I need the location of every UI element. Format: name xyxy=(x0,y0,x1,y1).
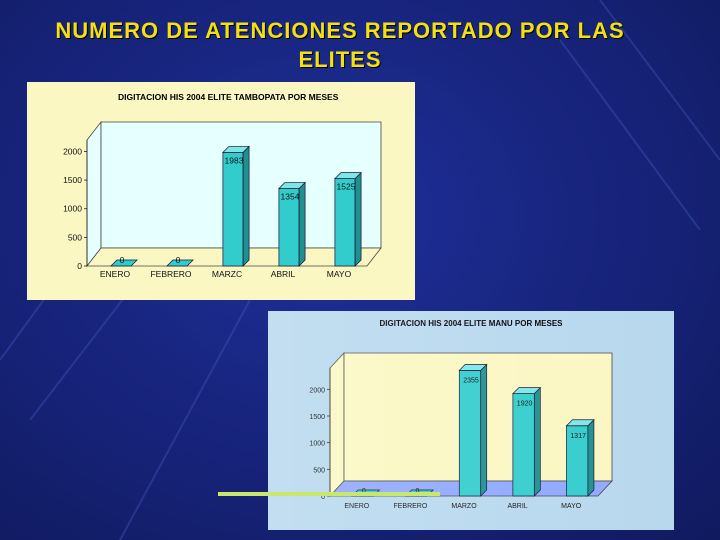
bar-side xyxy=(480,363,488,497)
y-tick-label: 0 xyxy=(77,261,82,271)
bg-line xyxy=(599,0,720,161)
data-label: 1317 xyxy=(570,433,586,440)
bar-top xyxy=(222,146,250,153)
bg-line xyxy=(559,39,701,231)
y-tick-label: 500 xyxy=(313,467,325,474)
data-label: 1983 xyxy=(225,155,244,165)
x-tick-label: MARZO xyxy=(451,503,477,510)
bar xyxy=(458,363,488,497)
accent-line xyxy=(218,492,440,496)
bar-side xyxy=(587,418,595,497)
data-label: 2355 xyxy=(463,377,479,384)
bg-line xyxy=(29,289,131,421)
bar-face xyxy=(458,370,482,497)
bar-top xyxy=(458,364,488,371)
bar xyxy=(334,171,362,267)
y-tick-label: 1000 xyxy=(63,204,82,214)
x-tick-label: ENERO xyxy=(100,269,131,279)
data-label: 0 xyxy=(176,255,181,265)
bar-face xyxy=(512,393,535,497)
chart-title: DIGITACION HIS 2004 ELITE TAMBOPATA POR … xyxy=(118,92,339,102)
chart-title: DIGITACION HIS 2004 ELITE MANU POR MESES xyxy=(380,319,564,328)
bar xyxy=(166,259,194,267)
y-tick-label: 0 xyxy=(321,494,325,501)
bar-face xyxy=(334,178,356,267)
y-tick-label: 500 xyxy=(68,232,82,242)
x-tick-label: MAYO xyxy=(561,503,582,510)
chart-manu: DIGITACION HIS 2004 ELITE MANU POR MESES… xyxy=(309,319,613,510)
bar xyxy=(110,259,138,267)
x-tick-label: MAYO xyxy=(327,269,352,279)
bar-top xyxy=(565,419,595,427)
x-tick-label: ENERO xyxy=(344,503,369,510)
data-label: 0 xyxy=(120,255,125,265)
bar-side xyxy=(354,171,362,267)
x-tick-label: MARZC xyxy=(212,269,242,279)
bar xyxy=(222,145,250,267)
x-tick-label: ABRIL xyxy=(271,269,296,279)
bar-top xyxy=(334,172,362,180)
bar xyxy=(565,418,595,497)
bar-top xyxy=(110,259,138,267)
bar xyxy=(512,386,542,497)
bar-top xyxy=(278,182,306,189)
data-label: 1354 xyxy=(281,191,300,201)
slide-title: NUMERO DE ATENCIONES REPORTADO POR LAS E… xyxy=(55,18,625,72)
bar-side xyxy=(298,181,306,267)
y-tick-label: 1000 xyxy=(309,441,325,448)
bar-side xyxy=(533,386,541,497)
data-label: 1525 xyxy=(337,182,356,192)
plot-side-wall xyxy=(329,351,345,498)
bar-face xyxy=(222,152,244,267)
chart-panel-tambopata: DIGITACION HIS 2004 ELITE TAMBOPATA POR … xyxy=(27,82,415,300)
chart-tambopata: DIGITACION HIS 2004 ELITE TAMBOPATA POR … xyxy=(63,92,382,279)
chart-panel-manu: DIGITACION HIS 2004 ELITE MANU POR MESES… xyxy=(268,311,674,530)
bg-line xyxy=(119,299,251,540)
y-tick-label: 1500 xyxy=(63,175,82,185)
bar-top xyxy=(166,259,194,267)
data-label: 0 xyxy=(415,488,419,495)
bar xyxy=(278,181,306,267)
y-tick-label: 2000 xyxy=(309,387,325,394)
bar-top xyxy=(512,387,542,394)
plot-side-wall xyxy=(86,120,102,268)
bar-side xyxy=(242,145,250,267)
x-tick-label: FEBRERO xyxy=(393,503,427,510)
data-label: 0 xyxy=(362,488,366,495)
y-tick-label: 1500 xyxy=(309,414,325,421)
y-tick-label: 2000 xyxy=(63,146,82,156)
x-tick-label: ABRIL xyxy=(507,503,527,510)
data-label: 1920 xyxy=(517,401,533,408)
x-tick-label: FEBRERO xyxy=(150,269,191,279)
